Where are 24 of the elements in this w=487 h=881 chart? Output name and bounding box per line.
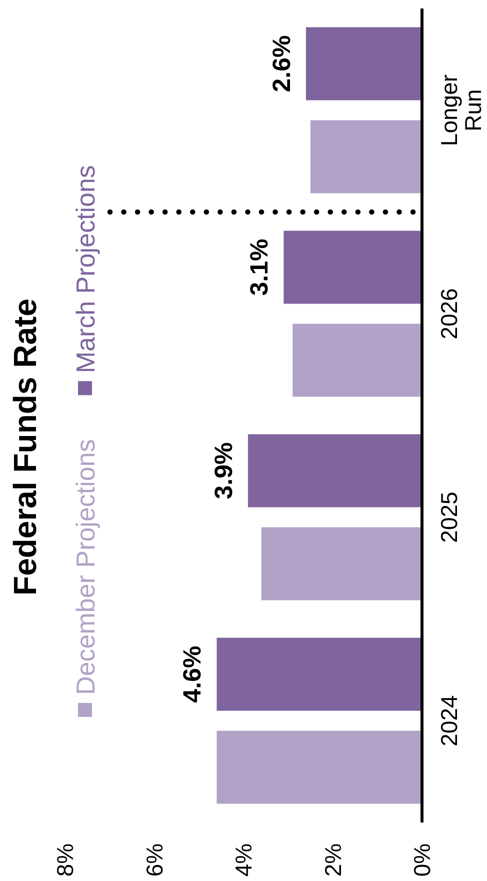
data-label: 2.6% [268,35,296,92]
y-tick-label: Longer Run [436,74,486,146]
y-tick-label: 2026 [436,288,462,340]
bar [261,527,422,600]
x-tick-label: 6% [141,843,168,877]
data-label: 4.6% [178,646,207,703]
data-label: 3.9% [210,442,238,500]
text: March Projections [70,165,100,374]
x-tick-label: 8% [52,843,78,877]
y-tick-label: 2025 [436,492,462,543]
x-tick-label: 4% [230,843,257,877]
bar [310,120,422,194]
data-label: 3.1% [246,238,274,296]
x-tick-label: 0% [409,843,436,877]
x-tick-label: 2% [320,843,346,877]
bar [216,730,422,804]
bar [284,230,422,304]
bar [306,27,422,100]
text: Federal Funds Rate [7,298,43,595]
text: December Projections [70,439,100,695]
bar [216,638,422,711]
bar [248,434,422,508]
bar [292,324,422,397]
y-tick-label: 2024 [436,694,462,746]
